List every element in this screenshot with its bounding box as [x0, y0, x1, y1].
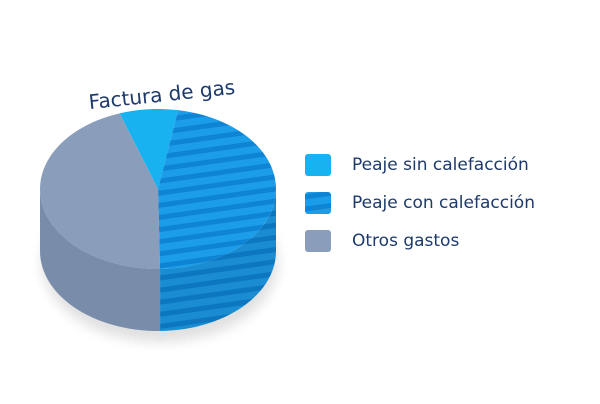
slice [119, 109, 179, 189]
side-shade [160, 189, 276, 331]
legend-label: Peaje con calefacción [352, 193, 535, 213]
slice [158, 110, 276, 269]
chart-title: Factura de gas [87, 75, 236, 114]
legend-label: Peaje sin calefacción [352, 155, 529, 175]
legend-swatch [305, 230, 331, 252]
slice [40, 113, 161, 269]
pie [40, 109, 276, 331]
legend-swatch [305, 154, 331, 176]
legend-swatch [305, 192, 331, 214]
slice-side [40, 189, 161, 331]
legend: Peaje sin calefacción Peaje con calefacci… [305, 154, 535, 252]
slice-side [160, 189, 276, 331]
legend-label: Otros gastos [352, 231, 459, 251]
side-shade [40, 189, 161, 331]
